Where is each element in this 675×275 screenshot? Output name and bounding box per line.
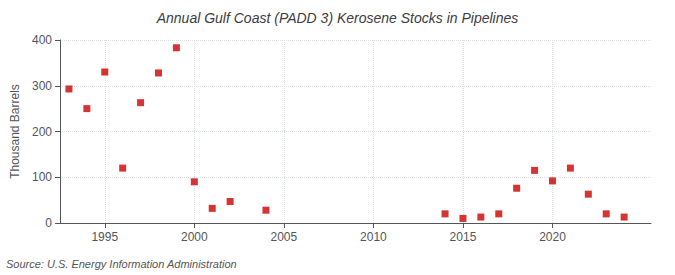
- svg-text:200: 200: [32, 125, 52, 139]
- svg-text:Thousand Barrels: Thousand Barrels: [8, 84, 22, 179]
- svg-text:300: 300: [32, 79, 52, 93]
- svg-text:Annual Gulf Coast (PADD 3) Ker: Annual Gulf Coast (PADD 3) Kerosene Stoc…: [156, 10, 519, 26]
- svg-text:100: 100: [32, 170, 52, 184]
- svg-text:2010: 2010: [360, 230, 387, 244]
- svg-text:0: 0: [45, 216, 52, 230]
- svg-text:400: 400: [32, 33, 52, 47]
- svg-text:Source: U.S. Energy Informatio: Source: U.S. Energy Information Administ…: [6, 258, 237, 270]
- svg-text:2000: 2000: [181, 230, 208, 244]
- svg-text:2015: 2015: [450, 230, 477, 244]
- svg-text:2020: 2020: [539, 230, 566, 244]
- svg-text:2005: 2005: [271, 230, 298, 244]
- svg-text:1995: 1995: [91, 230, 118, 244]
